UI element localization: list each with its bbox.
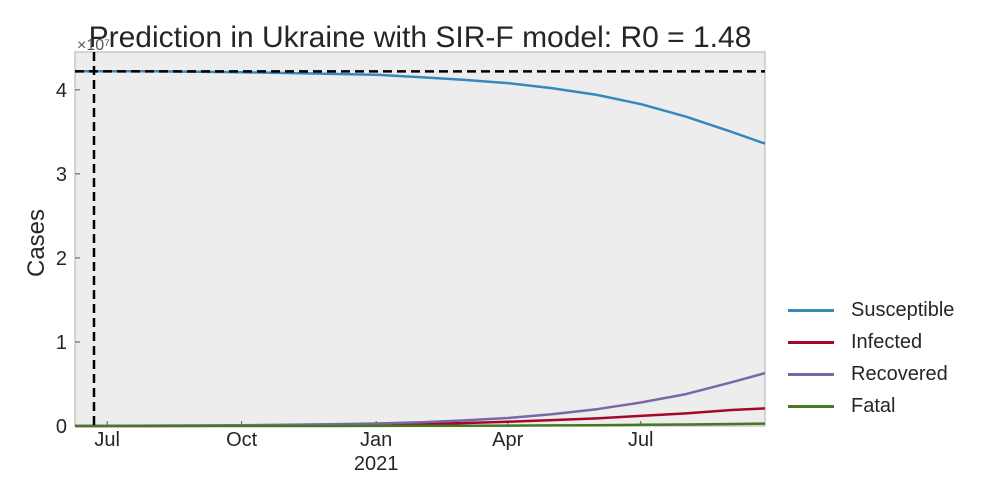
chart-title: Prediction in Ukraine with SIR-F model: … — [89, 21, 752, 54]
legend-label: Susceptible — [851, 298, 955, 321]
x-tick-label-1: Oct — [226, 429, 258, 451]
y-tick-label-0: 0 — [56, 416, 67, 438]
x-tick-label-3: Apr — [492, 429, 523, 451]
legend-label: Recovered — [851, 362, 948, 385]
legend-swatch — [788, 308, 834, 312]
series-line-susceptible — [75, 70, 766, 145]
x-tick-label-0: Jul — [94, 429, 120, 451]
legend-item-susceptible: Susceptible — [788, 294, 954, 326]
legend-swatch — [788, 340, 834, 344]
x-tick-sublabel-2: 2021 — [354, 453, 399, 475]
legend-item-recovered: Recovered — [788, 358, 954, 390]
y-axis-label: Cases — [23, 209, 50, 277]
x-tick-label-4: Jul — [628, 429, 654, 451]
y-tick-label-2: 2 — [56, 248, 67, 270]
legend-label: Fatal — [851, 394, 896, 417]
legend: Susceptible Infected Recovered Fatal — [788, 294, 954, 422]
legend-item-infected: Infected — [788, 326, 954, 358]
y-offset-label: ×10⁷ — [77, 37, 110, 54]
legend-swatch — [788, 372, 834, 376]
legend-item-fatal: Fatal — [788, 390, 954, 422]
y-tick-label-3: 3 — [56, 164, 67, 186]
y-tick-label-1: 1 — [56, 332, 67, 354]
plot-area — [74, 51, 766, 427]
series-line-fatal — [75, 422, 766, 428]
legend-swatch — [788, 404, 834, 408]
y-tick-label-4: 4 — [56, 80, 67, 102]
x-tick-label-2: Jan — [360, 429, 392, 451]
legend-label: Infected — [851, 330, 923, 353]
